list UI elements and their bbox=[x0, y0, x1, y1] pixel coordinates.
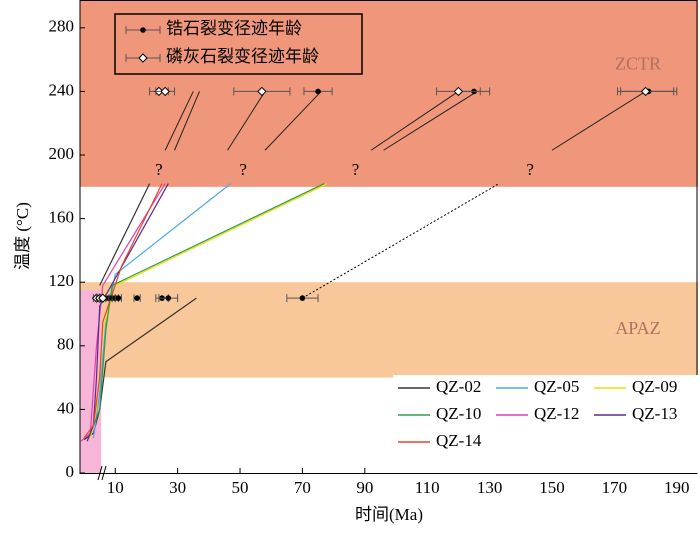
x-axis-label: 时间(Ma) bbox=[355, 505, 423, 524]
band-label: APAZ bbox=[615, 318, 660, 338]
x-tick-label: 110 bbox=[415, 478, 440, 497]
guide-line bbox=[164, 91, 194, 151]
x-tick-label: 170 bbox=[602, 478, 628, 497]
legend-label: QZ-02 bbox=[436, 377, 481, 396]
legend-label: QZ-14 bbox=[436, 431, 482, 450]
x-tick-label: 50 bbox=[232, 478, 249, 497]
zircon-point bbox=[299, 295, 306, 301]
legend-box bbox=[393, 375, 698, 473]
legend-label: 锆石裂变径迹年龄 bbox=[166, 19, 302, 38]
zircon-point bbox=[315, 88, 321, 95]
guide-line bbox=[551, 90, 646, 151]
question-mark: ? bbox=[239, 160, 247, 179]
apatite-point bbox=[453, 86, 464, 97]
apatite-point bbox=[640, 86, 651, 97]
question-mark: ? bbox=[155, 160, 163, 179]
question-mark: ? bbox=[526, 160, 534, 179]
zircon-point bbox=[115, 295, 122, 301]
y-tick-label: 200 bbox=[49, 144, 75, 163]
legend-label: QZ-13 bbox=[632, 404, 677, 423]
guide-line bbox=[302, 183, 500, 299]
x-tick-label: 90 bbox=[356, 478, 373, 497]
band bbox=[80, 0, 698, 187]
y-tick-label: 40 bbox=[57, 398, 74, 417]
zircon-point bbox=[134, 295, 140, 301]
series-line bbox=[83, 183, 163, 439]
x-tick-label: 70 bbox=[294, 478, 311, 497]
legend-box bbox=[114, 13, 363, 75]
legend-label: QZ-09 bbox=[632, 377, 677, 396]
x-tick-label: 190 bbox=[664, 478, 690, 497]
y-tick-label: 240 bbox=[49, 80, 75, 99]
legend-symbol bbox=[138, 53, 148, 63]
guide-line bbox=[383, 90, 478, 151]
x-tick-label: 150 bbox=[539, 478, 565, 497]
x-tick-label: 10 bbox=[107, 478, 124, 497]
plot-frame bbox=[79, 0, 698, 474]
legend-label: QZ-12 bbox=[534, 404, 579, 423]
guide-line bbox=[227, 91, 266, 151]
apatite-point bbox=[257, 86, 267, 97]
band bbox=[80, 282, 698, 378]
highlight-region bbox=[80, 290, 102, 473]
legend-label: QZ-10 bbox=[436, 404, 481, 423]
legend-label: 磷灰石裂变径迹年龄 bbox=[166, 47, 319, 66]
guide-line bbox=[264, 91, 322, 151]
x-tick-label: 30 bbox=[169, 478, 186, 497]
band-label: ZCTR bbox=[615, 54, 661, 74]
x-tick-label: 130 bbox=[477, 478, 503, 497]
series-line bbox=[86, 183, 325, 442]
y-tick-label: 80 bbox=[57, 335, 74, 354]
y-tick-label: 0 bbox=[66, 462, 75, 481]
zircon-point bbox=[165, 295, 172, 301]
series-line bbox=[92, 183, 232, 439]
y-tick-label: 280 bbox=[49, 17, 75, 36]
question-mark: ? bbox=[352, 160, 360, 179]
y-tick-label: 160 bbox=[49, 208, 75, 227]
apatite-point bbox=[160, 86, 170, 97]
series-line bbox=[80, 183, 166, 442]
legend-symbol bbox=[140, 27, 146, 33]
guide-line bbox=[174, 91, 200, 151]
axis-break bbox=[97, 465, 107, 481]
apatite-point bbox=[98, 293, 108, 303]
y-tick-label: 120 bbox=[49, 271, 75, 290]
y-axis-label: 温度 (°C) bbox=[13, 202, 32, 270]
guide-line bbox=[370, 91, 459, 151]
legend-label: QZ-05 bbox=[534, 377, 579, 396]
